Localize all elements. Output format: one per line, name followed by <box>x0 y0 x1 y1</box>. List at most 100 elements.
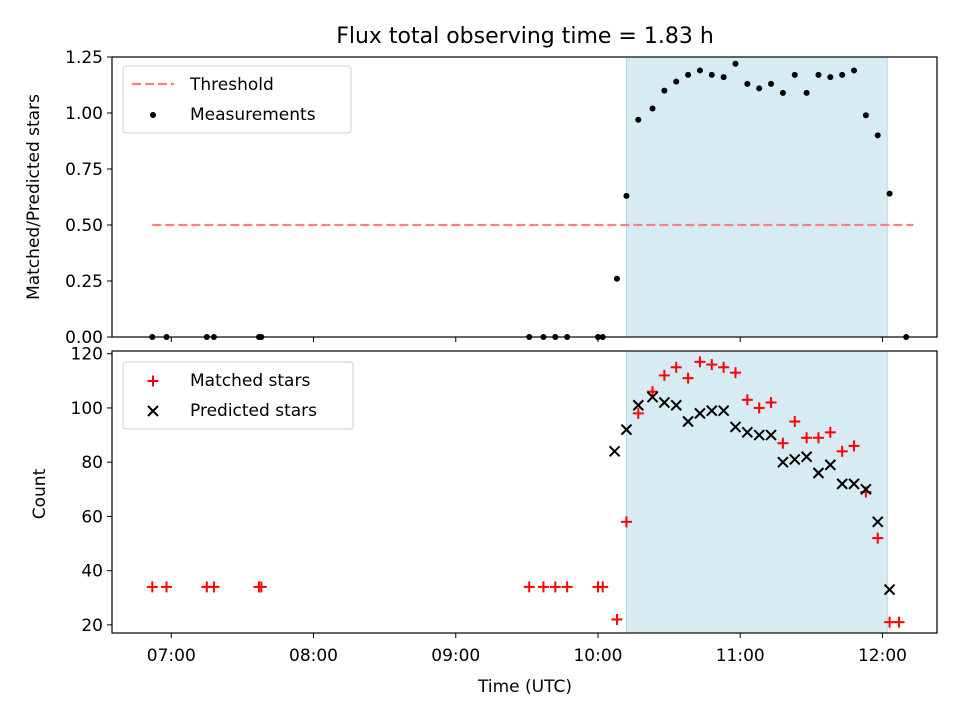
y-tick-label: 1.25 <box>65 48 103 68</box>
matched-star-marker <box>812 432 824 444</box>
top-panel: 0.00 0.25 0.50 0.75 1.00 1.25 Threshold Measure… <box>65 48 938 348</box>
measurement-point <box>815 71 822 78</box>
observing-window-shade <box>625 350 888 634</box>
bottom-y-axis-label: Count <box>30 468 50 519</box>
predicted-star-marker <box>800 451 813 463</box>
y-tick-label: 100 <box>71 399 103 419</box>
marker-stroke <box>789 453 801 466</box>
matched-star-marker <box>632 407 644 419</box>
measurement-point <box>839 71 846 78</box>
measurement-point <box>791 71 798 78</box>
measurement-point <box>756 85 763 92</box>
marker-stroke <box>694 407 706 420</box>
measurement-point <box>635 116 642 123</box>
top-legend: Threshold Measurements <box>122 65 352 134</box>
y-tick-label: 60 <box>81 507 103 527</box>
top-axes-frame <box>111 56 938 338</box>
matched-star-marker <box>597 581 609 593</box>
matched-star-marker <box>682 372 694 384</box>
matched-star-marker <box>523 581 535 593</box>
y-tick-label: 0.00 <box>65 328 103 348</box>
predicted-star-marker <box>729 421 742 433</box>
marker-stroke <box>646 391 659 403</box>
predicted-star-marker <box>741 426 754 439</box>
marker-stroke <box>824 459 837 471</box>
marker-stroke <box>872 516 884 528</box>
x-tick-label: 08:00 <box>289 646 338 666</box>
marker-stroke <box>860 483 872 495</box>
matched-star-marker <box>765 397 777 409</box>
measurement-point <box>874 132 881 139</box>
measurement-point <box>696 67 703 74</box>
bottom-legend: Matched stars Predicted stars <box>122 361 354 430</box>
predicted-star-marker <box>848 478 860 490</box>
measurement-point <box>732 60 739 67</box>
matched-star-marker <box>611 613 623 625</box>
matched-star-marker <box>208 581 220 593</box>
marker-stroke <box>753 429 765 441</box>
matched-star-marker <box>620 516 632 528</box>
matched-star-marker <box>670 361 682 373</box>
predicted-star-marker <box>632 399 645 411</box>
x-axis-label: Time (UTC) <box>477 677 572 697</box>
measurement-point <box>673 78 680 85</box>
legend-box <box>122 361 354 430</box>
predicted-star-marker <box>765 429 777 441</box>
marker-stroke <box>765 429 777 441</box>
chart-title: Flux total observing time = 1.83 h <box>336 24 714 49</box>
y-tick-label: 120 <box>71 345 103 365</box>
measurement-point <box>827 74 834 81</box>
matched-star-marker <box>161 581 173 593</box>
top-y-axis-label: Matched/Predicted stars <box>24 94 44 300</box>
x-tick-label: 11:00 <box>716 646 765 666</box>
predicted-star-marker <box>836 478 848 490</box>
legend-measurement-label: Measurements <box>190 105 316 125</box>
legend-box <box>122 65 352 134</box>
matched-star-marker <box>694 356 706 368</box>
predicted-star-marker <box>658 396 671 409</box>
marker-stroke <box>883 583 896 596</box>
y-tick-label: 40 <box>81 562 103 582</box>
matched-star-marker <box>706 359 718 371</box>
predicted-star-marker <box>812 467 825 479</box>
measurement-point <box>779 89 786 96</box>
legend-predicted-label: Predicted stars <box>190 401 317 421</box>
measurement-point <box>708 71 715 78</box>
y-tick-label: 0.75 <box>65 160 103 180</box>
y-tick-label: 80 <box>81 453 103 473</box>
marker-stroke <box>620 423 633 436</box>
matched-star-marker <box>789 416 801 427</box>
predicted-star-marker <box>860 483 872 495</box>
marker-stroke <box>670 399 682 411</box>
predicted-star-marker <box>824 459 837 471</box>
legend-measurement-swatch <box>150 112 156 118</box>
matched-star-marker <box>658 369 670 381</box>
legend-threshold-label: Threshold <box>189 75 274 95</box>
matched-star-marker <box>561 581 573 593</box>
marker-stroke <box>608 445 621 458</box>
measurement-point <box>803 89 810 96</box>
marker-stroke <box>706 404 718 417</box>
y-tick-label: 1.00 <box>65 104 103 124</box>
matched-star-marker <box>848 440 860 452</box>
matched-star-marker <box>647 386 659 398</box>
measurement-point <box>768 80 775 87</box>
measurement-point <box>744 80 751 87</box>
y-tick-label: 0.25 <box>65 272 103 292</box>
marker-stroke <box>836 478 848 490</box>
predicted-star-marker <box>670 399 682 411</box>
matched-star-marker <box>872 532 884 544</box>
marker-stroke <box>777 456 789 468</box>
measurement-point <box>613 275 620 282</box>
marker-stroke <box>632 399 645 411</box>
predicted-star-marker <box>717 404 730 417</box>
matched-star-marker <box>146 581 158 593</box>
measurement-point <box>851 67 858 74</box>
matched-star-marker <box>537 581 549 593</box>
predicted-star-marker <box>682 415 694 428</box>
matched-star-marker <box>801 432 813 444</box>
marker-stroke <box>682 415 694 428</box>
matched-star-marker <box>836 445 848 457</box>
matched-star-marker <box>777 437 789 449</box>
